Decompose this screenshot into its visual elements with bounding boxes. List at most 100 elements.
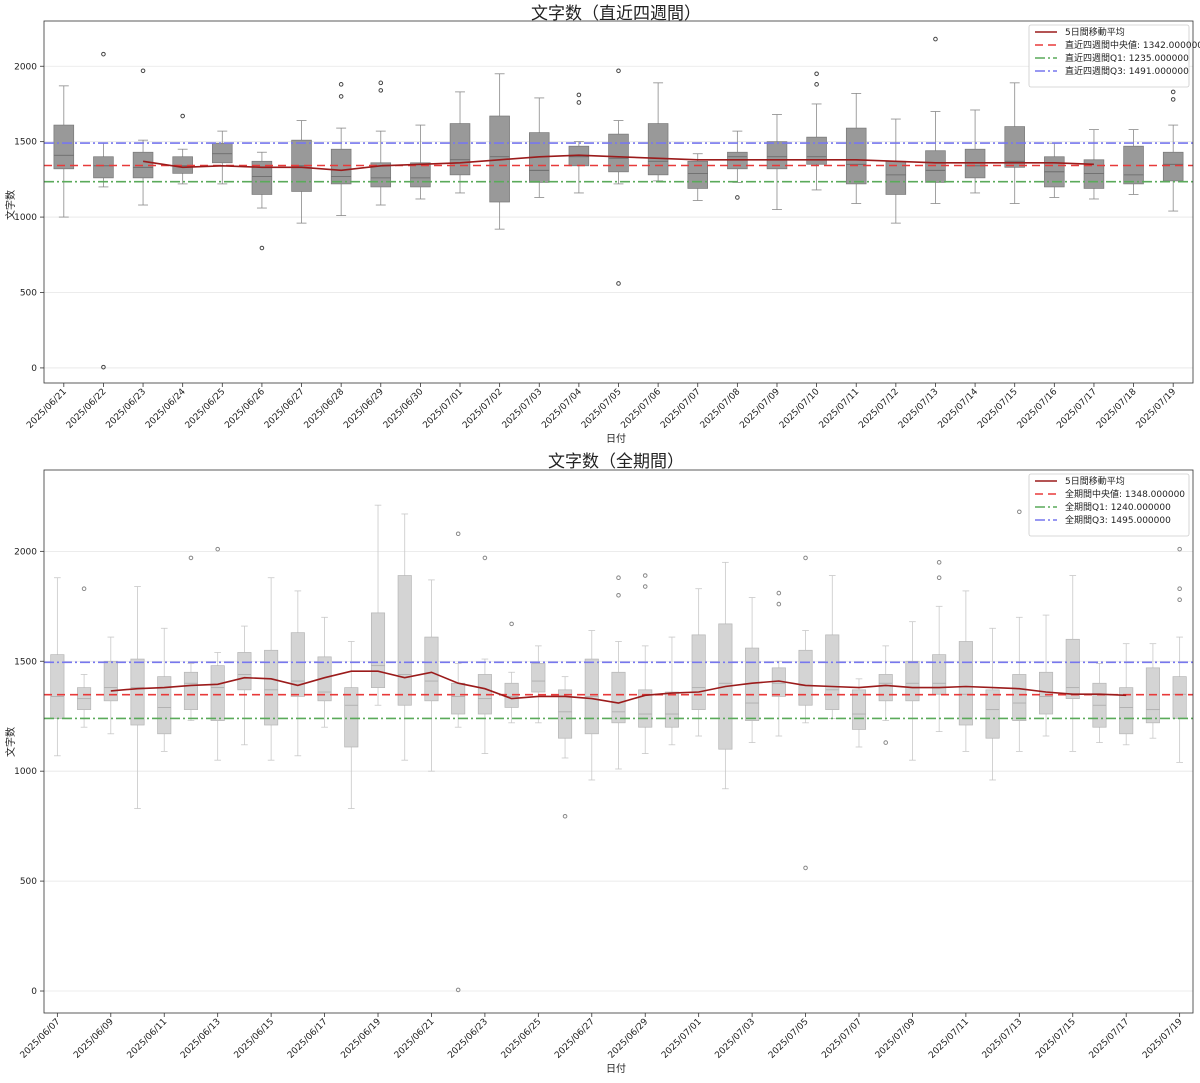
box-iqr <box>93 156 114 179</box>
outlier-point <box>616 68 621 74</box>
outlier-point <box>140 68 146 74</box>
y-tick-label: 0 <box>31 987 37 997</box>
box-iqr <box>1162 151 1184 182</box>
outlier-point <box>562 813 568 819</box>
outlier-point <box>735 195 740 200</box>
outlier-point <box>338 82 344 87</box>
box-plot <box>1039 614 1054 737</box>
box-iqr <box>905 660 920 702</box>
y-tick-label: 500 <box>20 877 37 887</box>
outlier-point <box>101 51 106 57</box>
outlier-point <box>616 593 621 598</box>
y-tick-label: 1000 <box>14 767 37 777</box>
box-plot <box>1162 89 1184 212</box>
plot-frame <box>43 469 1194 1014</box>
box-plot <box>330 82 352 216</box>
chart-title: 文字数（直近四週間） <box>531 4 701 24</box>
legend-entry: 直近四週間Q1: 1235.000000 <box>1065 52 1189 64</box>
box-iqr <box>212 142 233 164</box>
x-axis-label: 日付 <box>606 1062 626 1075</box>
box-iqr <box>985 689 1000 739</box>
box-plot <box>212 130 233 185</box>
legend-box <box>1028 473 1190 537</box>
box-plot <box>1065 575 1080 752</box>
box-iqr <box>451 682 466 715</box>
box-iqr <box>825 634 840 710</box>
box-iqr <box>130 658 145 726</box>
box-iqr <box>925 150 946 183</box>
box-iqr <box>531 663 546 693</box>
box-plot <box>932 560 947 733</box>
box-plot <box>584 630 599 781</box>
box-plot <box>885 118 907 224</box>
outlier-point <box>509 621 514 627</box>
outlier-point <box>215 546 220 552</box>
legend-entry: 5日間移動平均 <box>1065 475 1125 487</box>
box-iqr <box>251 160 273 195</box>
outlier-point <box>814 71 819 77</box>
outlier-point <box>616 281 621 286</box>
box-iqr <box>558 689 573 739</box>
box-iqr <box>344 687 359 748</box>
y-tick-label: 1500 <box>14 657 37 667</box>
outlier-point <box>455 531 461 537</box>
box-iqr <box>1012 674 1027 721</box>
box-iqr <box>932 654 947 695</box>
x-axis-label: 日付 <box>606 432 626 445</box>
box-plot <box>1044 142 1065 198</box>
box-iqr <box>851 689 867 730</box>
y-tick-label: 1000 <box>14 213 37 223</box>
outlier-point <box>455 987 461 993</box>
outlier-point <box>338 94 344 99</box>
box-iqr <box>183 671 198 710</box>
box-plot <box>264 577 279 761</box>
outlier-point <box>378 88 384 93</box>
box-iqr <box>766 141 788 170</box>
outlier-point <box>1177 586 1182 592</box>
box-plot <box>1012 509 1027 752</box>
outlier-point <box>378 80 384 86</box>
y-tick-label: 500 <box>20 289 37 299</box>
box-plot <box>771 590 786 737</box>
y-tick-label: 0 <box>31 364 37 374</box>
box-iqr <box>1172 676 1187 719</box>
box-iqr <box>397 575 412 706</box>
legend-entry: 全期間Q3: 1495.000000 <box>1065 514 1171 526</box>
box-iqr <box>691 634 706 710</box>
box-plot <box>611 575 626 770</box>
box-plot <box>1172 546 1187 763</box>
moving-average-line <box>142 154 1094 172</box>
legend-entry: 全期間中央値: 1348.000000 <box>1065 488 1185 500</box>
outlier-point <box>101 364 106 370</box>
box-iqr <box>664 691 679 728</box>
box-plot <box>183 555 198 722</box>
box-plot <box>157 627 172 752</box>
box-plot <box>845 93 867 204</box>
box-iqr <box>53 124 75 170</box>
outlier-point <box>616 575 621 581</box>
outlier-point <box>776 601 782 607</box>
outlier-point <box>180 113 185 119</box>
moving-average-line <box>110 670 1127 704</box>
box-plot <box>53 85 75 218</box>
box-plot <box>477 555 492 754</box>
outlier-point <box>1177 597 1182 603</box>
y-tick-label: 2000 <box>14 547 37 557</box>
outlier-point <box>576 100 582 105</box>
box-iqr <box>1065 638 1080 699</box>
box-iqr <box>237 652 252 691</box>
outlier-point <box>1170 89 1176 95</box>
box-plot <box>424 579 439 772</box>
box-iqr <box>449 123 471 176</box>
box-plot <box>766 114 788 210</box>
outlier-point <box>803 555 808 561</box>
box-iqr <box>290 632 305 697</box>
outlier-point <box>933 36 938 42</box>
box-plot <box>130 586 145 809</box>
y-axis-label: 文字数 <box>4 190 17 220</box>
box-plot <box>344 641 359 809</box>
box-plot <box>558 676 573 819</box>
